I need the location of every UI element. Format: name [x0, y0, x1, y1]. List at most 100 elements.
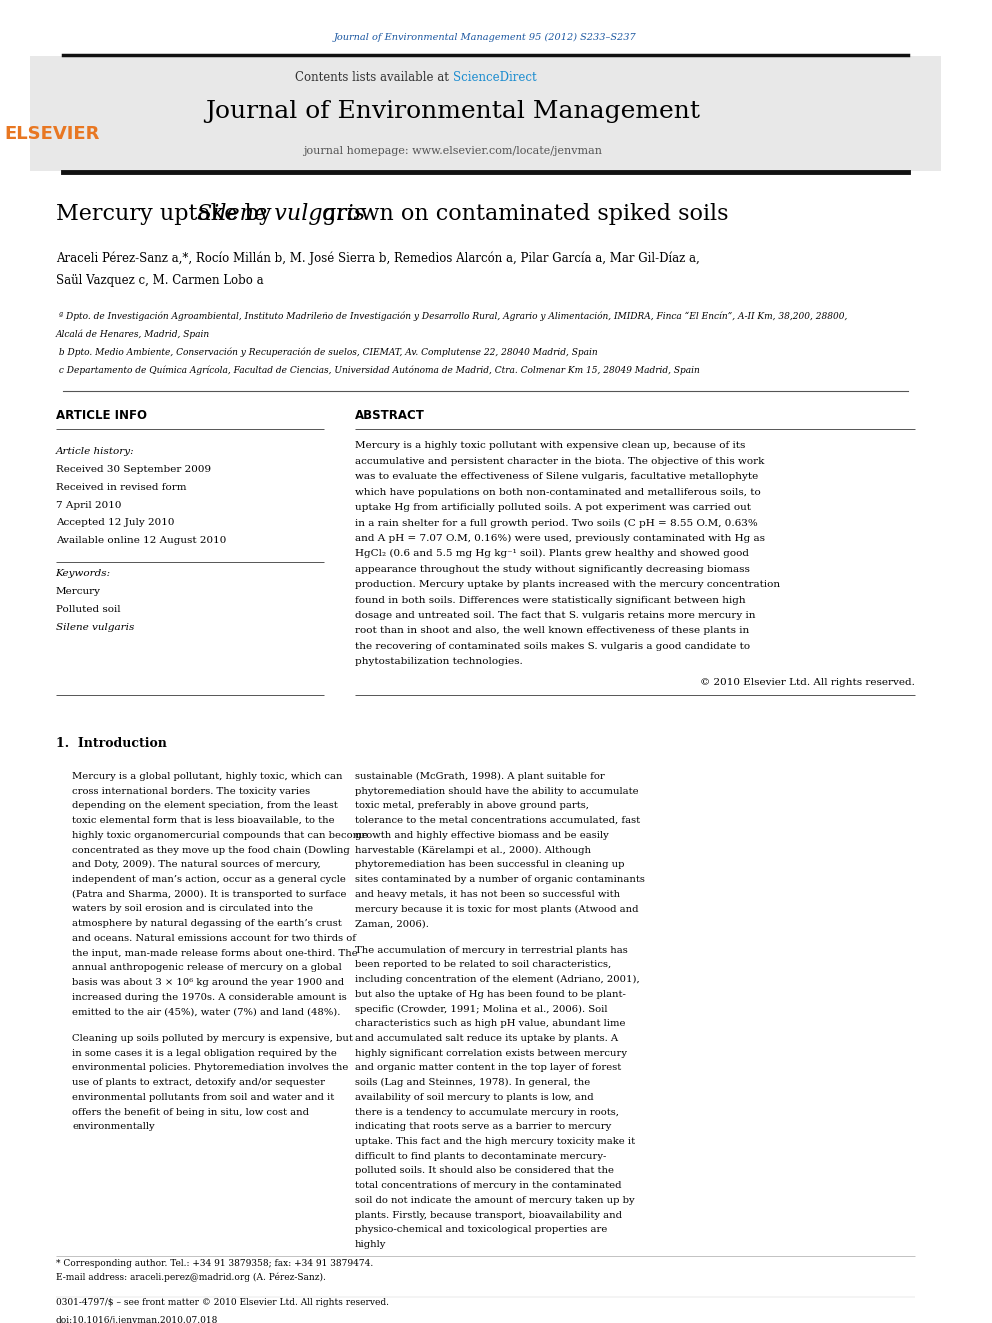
Text: Accepted 12 July 2010: Accepted 12 July 2010 [56, 519, 175, 528]
Text: independent of man’s action, occur as a general cycle: independent of man’s action, occur as a … [72, 875, 346, 884]
Text: root than in shoot and also, the well known effectiveness of these plants in: root than in shoot and also, the well kn… [355, 626, 749, 635]
FancyBboxPatch shape [30, 56, 941, 171]
Text: soils (Lag and Steinnes, 1978). In general, the: soils (Lag and Steinnes, 1978). In gener… [355, 1078, 590, 1088]
Text: emitted to the air (45%), water (7%) and land (48%).: emitted to the air (45%), water (7%) and… [72, 1007, 340, 1016]
Text: phytoremediation should have the ability to accumulate: phytoremediation should have the ability… [355, 787, 639, 795]
Text: sites contaminated by a number of organic contaminants: sites contaminated by a number of organi… [355, 875, 645, 884]
Text: ELSEVIER: ELSEVIER [4, 126, 99, 143]
Text: mercury because it is toxic for most plants (Atwood and: mercury because it is toxic for most pla… [355, 905, 638, 913]
Text: Journal of Environmental Management 95 (2012) S233–S237: Journal of Environmental Management 95 (… [334, 33, 637, 42]
Text: environmental policies. Phytoremediation involves the: environmental policies. Phytoremediation… [72, 1064, 348, 1073]
Text: difficult to find plants to decontaminate mercury-: difficult to find plants to decontaminat… [355, 1152, 606, 1160]
Text: doi:10.1016/j.jenvman.2010.07.018: doi:10.1016/j.jenvman.2010.07.018 [56, 1316, 218, 1323]
Text: phytoremediation has been successful in cleaning up: phytoremediation has been successful in … [355, 860, 624, 869]
Text: Mercury is a highly toxic pollutant with expensive clean up, because of its: Mercury is a highly toxic pollutant with… [355, 442, 745, 450]
Text: Cleaning up soils polluted by mercury is expensive, but: Cleaning up soils polluted by mercury is… [72, 1035, 353, 1043]
Text: c Departamento de Química Agrícola, Facultad de Ciencias, Universidad Autónoma d: c Departamento de Química Agrícola, Facu… [56, 365, 699, 374]
Text: production. Mercury uptake by plants increased with the mercury concentration: production. Mercury uptake by plants inc… [355, 579, 780, 589]
Text: Araceli Pérez-Sanz a,*, Rocío Millán b, M. José Sierra b, Remedios Alarcón a, Pi: Araceli Pérez-Sanz a,*, Rocío Millán b, … [56, 251, 699, 265]
Text: Article history:: Article history: [56, 447, 134, 456]
Text: Polluted soil: Polluted soil [56, 605, 120, 614]
Text: indicating that roots serve as a barrier to mercury: indicating that roots serve as a barrier… [355, 1122, 611, 1131]
Text: basis was about 3 × 10⁶ kg around the year 1900 and: basis was about 3 × 10⁶ kg around the ye… [72, 978, 344, 987]
Text: ª Dpto. de Investigación Agroambiental, Instituto Madrileño de Investigación y D: ª Dpto. de Investigación Agroambiental, … [56, 311, 847, 321]
Text: growth and highly effective biomass and be easily: growth and highly effective biomass and … [355, 831, 608, 840]
Text: soil do not indicate the amount of mercury taken up by: soil do not indicate the amount of mercu… [355, 1196, 634, 1205]
Text: in some cases it is a legal obligation required by the: in some cases it is a legal obligation r… [72, 1049, 337, 1058]
Text: toxic metal, preferably in above ground parts,: toxic metal, preferably in above ground … [355, 802, 588, 811]
Text: and heavy metals, it has not been so successful with: and heavy metals, it has not been so suc… [355, 889, 620, 898]
Text: including concentration of the element (Adriano, 2001),: including concentration of the element (… [355, 975, 640, 984]
Text: dosage and untreated soil. The fact that S. vulgaris retains more mercury in: dosage and untreated soil. The fact that… [355, 611, 755, 620]
Text: plants. Firstly, because transport, bioavailability and: plants. Firstly, because transport, bioa… [355, 1211, 622, 1220]
Text: Received in revised form: Received in revised form [56, 483, 186, 492]
Text: b Dpto. Medio Ambiente, Conservación y Recuperación de suelos, CIEMAT, Av. Compl: b Dpto. Medio Ambiente, Conservación y R… [56, 347, 597, 357]
Text: highly significant correlation exists between mercury: highly significant correlation exists be… [355, 1049, 627, 1058]
Text: environmentally: environmentally [72, 1122, 155, 1131]
Text: and Doty, 2009). The natural sources of mercury,: and Doty, 2009). The natural sources of … [72, 860, 321, 869]
Text: been reported to be related to soil characteristics,: been reported to be related to soil char… [355, 960, 611, 970]
Text: in a rain shelter for a full growth period. Two soils (C pH = 8.55 O.M, 0.63%: in a rain shelter for a full growth peri… [355, 519, 758, 528]
Text: physico-chemical and toxicological properties are: physico-chemical and toxicological prope… [355, 1225, 607, 1234]
Text: the input, man-made release forms about one-third. The: the input, man-made release forms about … [72, 949, 358, 958]
Text: appearance throughout the study without significantly decreasing biomass: appearance throughout the study without … [355, 565, 750, 574]
Text: atmosphere by natural degassing of the earth’s crust: atmosphere by natural degassing of the e… [72, 919, 342, 929]
Text: toxic elemental form that is less bioavailable, to the: toxic elemental form that is less bioava… [72, 816, 335, 826]
Text: Mercury is a global pollutant, highly toxic, which can: Mercury is a global pollutant, highly to… [72, 773, 343, 781]
Text: was to evaluate the effectiveness of Silene vulgaris, facultative metallophyte: was to evaluate the effectiveness of Sil… [355, 472, 758, 482]
Text: uptake. This fact and the high mercury toxicity make it: uptake. This fact and the high mercury t… [355, 1136, 635, 1146]
Text: accumulative and persistent character in the biota. The objective of this work: accumulative and persistent character in… [355, 456, 764, 466]
Text: Mercury: Mercury [56, 587, 100, 597]
Text: and organic matter content in the top layer of forest: and organic matter content in the top la… [355, 1064, 621, 1073]
Text: Available online 12 August 2010: Available online 12 August 2010 [56, 536, 226, 545]
Text: environmental pollutants from soil and water and it: environmental pollutants from soil and w… [72, 1093, 334, 1102]
Text: Zaman, 2006).: Zaman, 2006). [355, 919, 429, 929]
Text: journal homepage: www.elsevier.com/locate/jenvman: journal homepage: www.elsevier.com/locat… [304, 146, 602, 156]
Text: depending on the element speciation, from the least: depending on the element speciation, fro… [72, 802, 338, 811]
Text: use of plants to extract, detoxify and/or sequester: use of plants to extract, detoxify and/o… [72, 1078, 325, 1088]
Text: the recovering of contaminated soils makes S. vulgaris a good candidate to: the recovering of contaminated soils mak… [355, 642, 750, 651]
Text: * Corresponding author. Tel.: +34 91 3879358; fax: +34 91 3879474.: * Corresponding author. Tel.: +34 91 387… [56, 1258, 373, 1267]
Text: waters by soil erosion and is circulated into the: waters by soil erosion and is circulated… [72, 905, 313, 913]
Text: Journal of Environmental Management: Journal of Environmental Management [205, 99, 700, 123]
Text: polluted soils. It should also be considered that the: polluted soils. It should also be consid… [355, 1167, 614, 1175]
Text: grown on contaminated spiked soils: grown on contaminated spiked soils [315, 202, 729, 225]
Text: highly toxic organomercurial compounds that can become: highly toxic organomercurial compounds t… [72, 831, 368, 840]
Text: phytostabilization technologies.: phytostabilization technologies. [355, 658, 523, 667]
Text: concentrated as they move up the food chain (Dowling: concentrated as they move up the food ch… [72, 845, 350, 855]
Text: tolerance to the metal concentrations accumulated, fast: tolerance to the metal concentrations ac… [355, 816, 640, 826]
Text: harvestable (Kärelampi et al., 2000). Although: harvestable (Kärelampi et al., 2000). Al… [355, 845, 590, 855]
Text: 0301-4797/$ – see front matter © 2010 Elsevier Ltd. All rights reserved.: 0301-4797/$ – see front matter © 2010 El… [56, 1298, 389, 1307]
Text: Silene vulgaris: Silene vulgaris [197, 202, 365, 225]
Text: and oceans. Natural emissions account for two thirds of: and oceans. Natural emissions account fo… [72, 934, 356, 943]
Text: increased during the 1970s. A considerable amount is: increased during the 1970s. A considerab… [72, 992, 347, 1002]
Text: Alcalá de Henares, Madrid, Spain: Alcalá de Henares, Madrid, Spain [56, 329, 209, 339]
Text: and accumulated salt reduce its uptake by plants. A: and accumulated salt reduce its uptake b… [355, 1035, 618, 1043]
Text: and A pH = 7.07 O.M, 0.16%) were used, previously contaminated with Hg as: and A pH = 7.07 O.M, 0.16%) were used, p… [355, 534, 765, 542]
Text: but also the uptake of Hg has been found to be plant-: but also the uptake of Hg has been found… [355, 990, 626, 999]
Text: sustainable (McGrath, 1998). A plant suitable for: sustainable (McGrath, 1998). A plant sui… [355, 773, 604, 781]
Text: cross international borders. The toxicity varies: cross international borders. The toxicit… [72, 787, 310, 795]
Text: Received 30 September 2009: Received 30 September 2009 [56, 464, 210, 474]
Text: ARTICLE INFO: ARTICLE INFO [56, 409, 147, 422]
Text: E-mail address: araceli.perez@madrid.org (A. Pérez-Sanz).: E-mail address: araceli.perez@madrid.org… [56, 1273, 325, 1282]
Text: specific (Crowder, 1991; Molina et al., 2006). Soil: specific (Crowder, 1991; Molina et al., … [355, 1004, 607, 1013]
Text: Mercury uptake by: Mercury uptake by [56, 202, 279, 225]
Text: Silene vulgaris: Silene vulgaris [56, 623, 134, 632]
Text: total concentrations of mercury in the contaminated: total concentrations of mercury in the c… [355, 1181, 621, 1191]
Text: annual anthropogenic release of mercury on a global: annual anthropogenic release of mercury … [72, 963, 342, 972]
Text: uptake Hg from artificially polluted soils. A pot experiment was carried out: uptake Hg from artificially polluted soi… [355, 503, 751, 512]
Text: found in both soils. Differences were statistically significant between high: found in both soils. Differences were st… [355, 595, 745, 605]
Text: ABSTRACT: ABSTRACT [355, 409, 425, 422]
Text: © 2010 Elsevier Ltd. All rights reserved.: © 2010 Elsevier Ltd. All rights reserved… [700, 677, 915, 687]
Text: The accumulation of mercury in terrestrial plants has: The accumulation of mercury in terrestri… [355, 946, 628, 955]
Text: 1.  Introduction: 1. Introduction [56, 737, 167, 750]
Text: which have populations on both non-contaminated and metalliferous soils, to: which have populations on both non-conta… [355, 488, 761, 496]
Text: Saül Vazquez c, M. Carmen Lobo a: Saül Vazquez c, M. Carmen Lobo a [56, 274, 263, 287]
Text: characteristics such as high pH value, abundant lime: characteristics such as high pH value, a… [355, 1019, 625, 1028]
Text: Keywords:: Keywords: [56, 569, 111, 578]
Text: offers the benefit of being in situ, low cost and: offers the benefit of being in situ, low… [72, 1107, 310, 1117]
Text: (Patra and Sharma, 2000). It is transported to surface: (Patra and Sharma, 2000). It is transpor… [72, 889, 347, 898]
Text: Contents lists available at: Contents lists available at [296, 71, 453, 85]
Text: HgCl₂ (0.6 and 5.5 mg Hg kg⁻¹ soil). Plants grew healthy and showed good: HgCl₂ (0.6 and 5.5 mg Hg kg⁻¹ soil). Pla… [355, 549, 749, 558]
